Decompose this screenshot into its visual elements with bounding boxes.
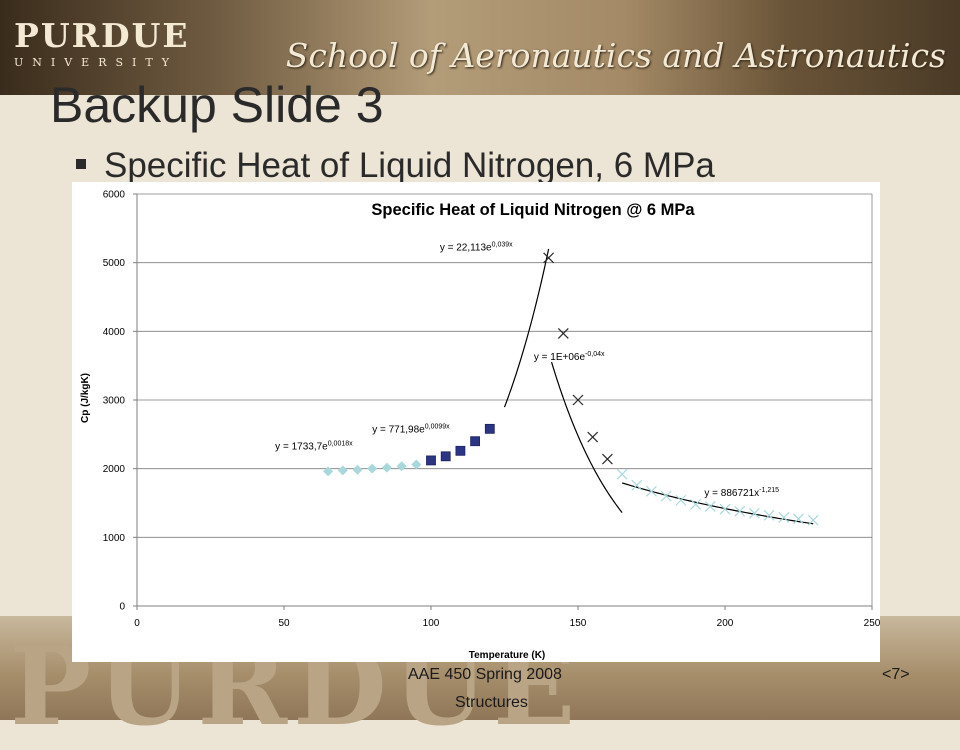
trendline bbox=[503, 248, 550, 408]
data-point-square bbox=[470, 436, 481, 447]
data-point-diamond bbox=[396, 461, 407, 472]
trendline-equation: y = 886721x-1,215 bbox=[704, 487, 779, 499]
x-tick-label: 250 bbox=[864, 618, 880, 629]
y-tick-label: 4000 bbox=[103, 327, 126, 338]
y-tick-label: 3000 bbox=[103, 396, 126, 407]
data-point-diamond bbox=[381, 462, 392, 473]
trendline-equation: y = 22,113e0,039x bbox=[440, 241, 513, 253]
y-tick-label: 6000 bbox=[103, 190, 126, 201]
trendline-equation: y = 1733,7e0,0018x bbox=[275, 440, 353, 452]
school-name: School of Aeronautics and Astronautics bbox=[285, 36, 946, 75]
data-point-cross bbox=[646, 485, 657, 497]
data-point-cross bbox=[807, 514, 819, 526]
x-tick-label: 200 bbox=[717, 618, 734, 629]
x-tick-label: 50 bbox=[278, 618, 290, 629]
data-point-cross bbox=[793, 513, 804, 525]
data-point-cross bbox=[557, 327, 569, 339]
data-point-cross bbox=[675, 494, 687, 506]
x-tick-label: 150 bbox=[570, 618, 587, 629]
footer-course: AAE 450 Spring 2008 bbox=[408, 666, 562, 683]
data-point-diamond bbox=[352, 464, 363, 475]
data-point-cross bbox=[690, 498, 702, 510]
data-point-diamond bbox=[367, 463, 378, 474]
chart: 0 1000 2000 3000 4000 5000 6000 0 50 100 150 200 250… bbox=[72, 182, 880, 662]
data-point-cross bbox=[719, 503, 731, 515]
data-point-cross bbox=[748, 507, 760, 519]
trendline-equation: y = 1E+06e-0,04x bbox=[534, 351, 605, 363]
purdue-logo: PURDUE UNIVERSITY bbox=[14, 16, 190, 70]
y-tick-label: 0 bbox=[119, 602, 125, 613]
bullet-square-icon bbox=[76, 158, 86, 169]
chart-title: Specific Heat of Liquid Nitrogen @ 6 MPa bbox=[371, 201, 695, 219]
data-point-cross bbox=[778, 511, 790, 523]
y-axis-label: Cp (J/kgK) bbox=[80, 373, 91, 423]
slide-bullet: Specific Heat of Liquid Nitrogen, 6 MPa bbox=[76, 146, 715, 186]
y-tick-label: 5000 bbox=[103, 258, 126, 269]
logo-sub: UNIVERSITY bbox=[14, 56, 178, 69]
logo-main: PURDUE bbox=[14, 16, 190, 55]
data-point-cross bbox=[572, 394, 584, 406]
data-point-cross bbox=[763, 509, 775, 521]
trendline-equation: y = 771,98e0,0099x bbox=[372, 423, 450, 435]
trendline bbox=[550, 361, 623, 513]
data-point-cross bbox=[587, 431, 599, 443]
data-point-cross bbox=[616, 468, 628, 480]
data-point-square bbox=[455, 445, 466, 456]
data-point-square bbox=[484, 423, 495, 434]
header-banner: PURDUE UNIVERSITY School of Aeronautics … bbox=[0, 0, 960, 95]
chart-background bbox=[72, 182, 880, 662]
data-point-diamond bbox=[337, 465, 348, 476]
data-point-square bbox=[440, 451, 451, 462]
footer-department: Structures bbox=[455, 694, 528, 711]
data-point-cross bbox=[734, 505, 746, 517]
footer-page-number: <7> bbox=[882, 666, 910, 683]
trendline bbox=[621, 482, 814, 525]
data-point-diamond bbox=[323, 466, 334, 477]
x-tick-label: 100 bbox=[423, 618, 440, 629]
data-point-cross bbox=[704, 501, 716, 512]
data-point-cross bbox=[660, 490, 672, 502]
x-axis-label: Temperature (K) bbox=[469, 650, 546, 661]
data-point-cross bbox=[543, 252, 555, 264]
data-point-cross bbox=[601, 453, 613, 465]
slide-title: Backup Slide 3 bbox=[50, 77, 384, 133]
data-point-cross bbox=[631, 479, 643, 491]
y-tick-label: 2000 bbox=[103, 464, 126, 475]
x-tick-label: 0 bbox=[134, 618, 140, 629]
y-tick-label: 1000 bbox=[103, 533, 126, 544]
data-point-diamond bbox=[411, 459, 422, 470]
data-point-square bbox=[426, 455, 436, 466]
bullet-text: Specific Heat of Liquid Nitrogen, 6 MPa bbox=[104, 146, 715, 185]
